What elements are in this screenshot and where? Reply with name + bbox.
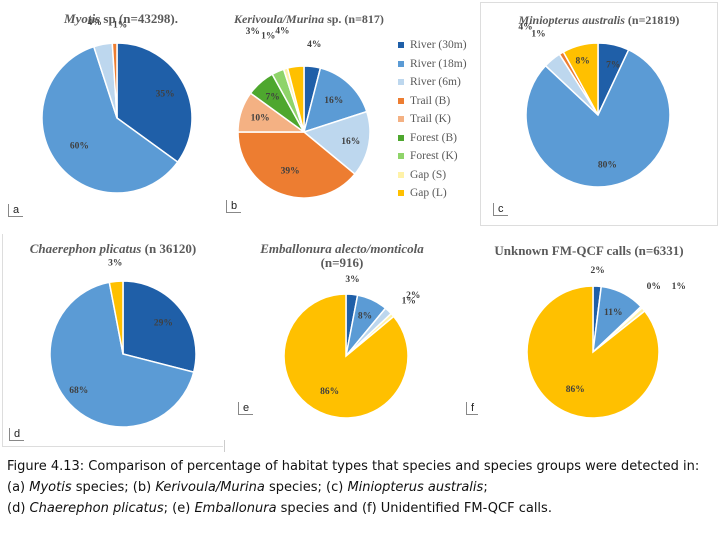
slice-label: 4%	[307, 40, 321, 50]
pie-slice-gap-l	[108, 280, 124, 355]
pie-slice-river-6m	[302, 110, 371, 176]
pie-slice-river-18m	[49, 281, 195, 428]
legend-swatch	[398, 97, 404, 104]
pie-slice-river-18m	[41, 45, 179, 194]
divider-line	[224, 440, 225, 452]
slice-label: 4%	[518, 23, 532, 33]
slice-label: 86%	[566, 385, 585, 395]
slice-label: 60%	[70, 141, 89, 151]
panel-b-title: Kerivoula/Murina sp. (n=817)	[234, 12, 384, 26]
slice-label: 1%	[261, 31, 275, 41]
panel-c: Miniopterus australis (n=21819) 7% 80% 4% 1…	[480, 2, 718, 226]
pie-slice-gap-l	[286, 65, 305, 133]
slice-label: 80%	[598, 161, 617, 171]
legend-label: Gap (L)	[410, 187, 447, 200]
panel-f: Unknown FM-QCF calls (n=6331) 2% 11% 0% 1% 8…	[462, 234, 716, 438]
legend-label: Trail (B)	[410, 94, 451, 107]
panel-e: Emballonura alecto/monticola (n=916) 3% 8…	[226, 234, 458, 446]
panel-a-title: Myotis sp (n=43298).	[64, 11, 178, 26]
slice-label: 0%	[647, 282, 661, 292]
legend-item: Forest (B)	[398, 129, 467, 148]
panel-d-title: Chaerephon plicatus (n 36120)	[29, 241, 197, 256]
slice-label: 7%	[606, 60, 620, 70]
panel-b: Kerivoula/Murina sp. (n=817) 4% 16% 16% 39%…	[214, 2, 476, 224]
slice-label: 2%	[590, 266, 604, 276]
slice-label: 1%	[402, 297, 416, 307]
pie-slice-gap-l	[562, 42, 599, 116]
legend-label: River (6m)	[410, 76, 461, 89]
pie-slice-river-30m	[116, 42, 193, 164]
panel-b-letter: b	[226, 200, 242, 213]
legend-item: River (6m)	[398, 73, 467, 92]
slice-label: 2%	[406, 291, 420, 301]
legend-swatch	[398, 171, 404, 178]
legend-swatch	[398, 79, 404, 86]
slice-label: 16%	[324, 96, 343, 106]
pie-chart-f: 2% 11% 0% 1% 86%	[526, 266, 686, 419]
legend-swatch	[398, 134, 404, 141]
slice-label: 8%	[358, 312, 372, 322]
slice-label: 4%	[275, 26, 289, 36]
legend-label: River (30m)	[410, 39, 467, 52]
slice-label: 10%	[251, 114, 270, 124]
panel-f-letter: f	[466, 402, 479, 415]
figure-caption: Figure 4.13: Comparison of percentage of…	[7, 459, 700, 516]
slice-label: 3%	[108, 259, 122, 269]
pie-slice-river-18m	[525, 48, 671, 188]
panel-c-letter: c	[493, 203, 508, 216]
pie-chart-e: 3% 8% 2%1% 86%	[283, 275, 420, 419]
panel-a-letter: a	[8, 204, 24, 217]
pie-slice-trail-b	[111, 42, 118, 119]
legend-swatch	[398, 42, 404, 49]
pie-chart-a: 35% 60% 4% 1%	[41, 18, 193, 194]
slice-label: 7%	[265, 92, 279, 102]
legend-swatch	[398, 116, 404, 123]
legend-label: Forest (K)	[410, 150, 458, 163]
legend-label: River (18m)	[410, 57, 467, 70]
legend-swatch	[398, 190, 404, 197]
slice-label: 3%	[246, 27, 260, 37]
slice-label: 68%	[69, 386, 88, 396]
legend-label: Forest (B)	[410, 131, 457, 144]
panel-a: Myotis sp (n=43298). 35% 60% 4% 1% a	[2, 2, 210, 224]
slice-label: 1%	[672, 282, 686, 292]
panel-e-letter: e	[238, 402, 254, 415]
pie-chart-d: 29% 68% 3%	[49, 259, 197, 428]
legend-label: Trail (K)	[410, 113, 451, 126]
pie-slice-gap-l	[283, 293, 409, 419]
pie-chart-b: 4%16%16%39%10%7%3% 1% 4%	[237, 26, 371, 199]
pie-slice-river-30m	[122, 280, 197, 374]
slice-label: 4%	[88, 18, 102, 28]
legend-item: Trail (K)	[398, 110, 467, 129]
slice-label: 1%	[113, 20, 127, 30]
legend-swatch	[398, 60, 404, 67]
legend-swatch	[398, 153, 404, 160]
legend-item: Gap (L)	[398, 184, 467, 203]
legend-item: Gap (S)	[398, 166, 467, 185]
legend-item: River (18m)	[398, 55, 467, 74]
panel-f-title: Unknown FM-QCF calls (n=6331)	[494, 243, 684, 258]
slice-label: 16%	[341, 137, 360, 147]
slice-label: 29%	[154, 319, 173, 329]
slice-label: 3%	[345, 275, 359, 285]
panel-e-title: Emballonura alecto/monticola (n=916)	[260, 241, 424, 270]
panel-d-letter: d	[9, 428, 25, 441]
slice-label: 35%	[156, 90, 175, 100]
pie-chart-c: 7% 80% 4%1% 8%	[518, 23, 671, 188]
slice-label: 11%	[604, 308, 622, 318]
legend-label: Gap (S)	[410, 168, 447, 181]
panel-c-title: Miniopterus australis (n=21819)	[518, 13, 680, 27]
slice-label: 1%	[531, 29, 545, 39]
legend-item: River (30m)	[398, 36, 467, 55]
pie-slice-trail-b	[237, 131, 356, 199]
legend: River (30m) River (18m) River (6m) Trail (B…	[398, 36, 467, 203]
slice-label: 86%	[320, 387, 339, 397]
legend-item: Forest (K)	[398, 147, 467, 166]
slice-label: 39%	[281, 167, 300, 177]
slice-label: 8%	[575, 57, 589, 67]
legend-item: Trail (B)	[398, 92, 467, 111]
pie-slice-gap-l	[526, 285, 660, 419]
panel-d: Chaerephon plicatus (n 36120) 29% 68% 3% d	[2, 234, 223, 447]
